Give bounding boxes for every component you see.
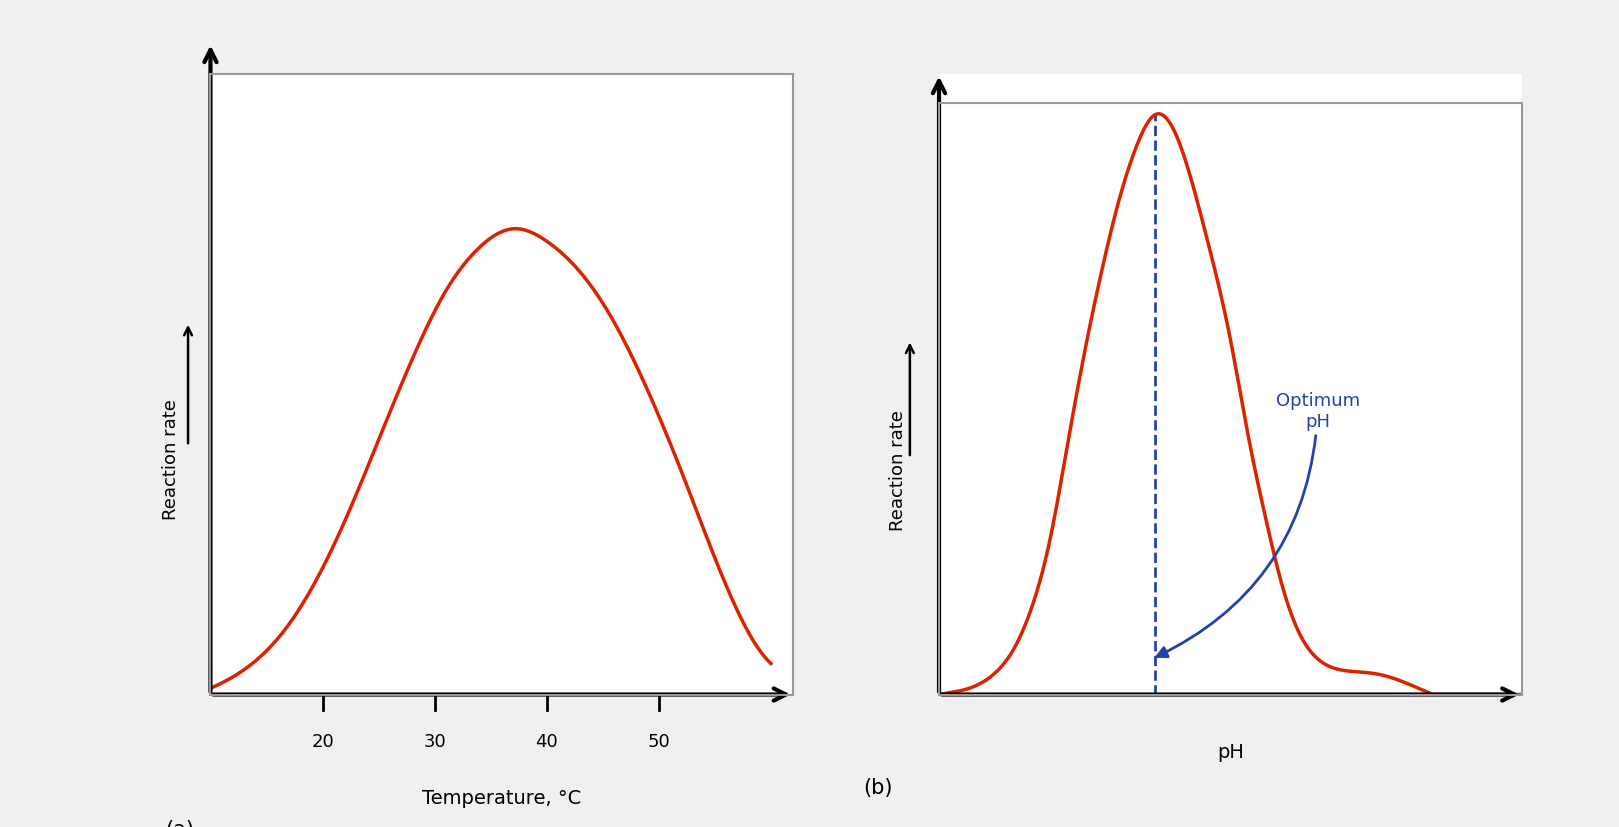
Text: (b): (b) [863, 777, 892, 797]
Text: Reaction rate: Reaction rate [889, 410, 907, 531]
Text: Reaction rate: Reaction rate [162, 399, 180, 519]
Text: pH: pH [1217, 742, 1243, 761]
Text: 40: 40 [536, 732, 559, 750]
Text: (a): (a) [165, 819, 194, 827]
Text: Optimum
pH: Optimum pH [1158, 392, 1360, 657]
Text: 30: 30 [423, 732, 445, 750]
Text: 20: 20 [311, 732, 334, 750]
Text: 50: 50 [648, 732, 670, 750]
Text: Temperature, °C: Temperature, °C [423, 787, 581, 806]
